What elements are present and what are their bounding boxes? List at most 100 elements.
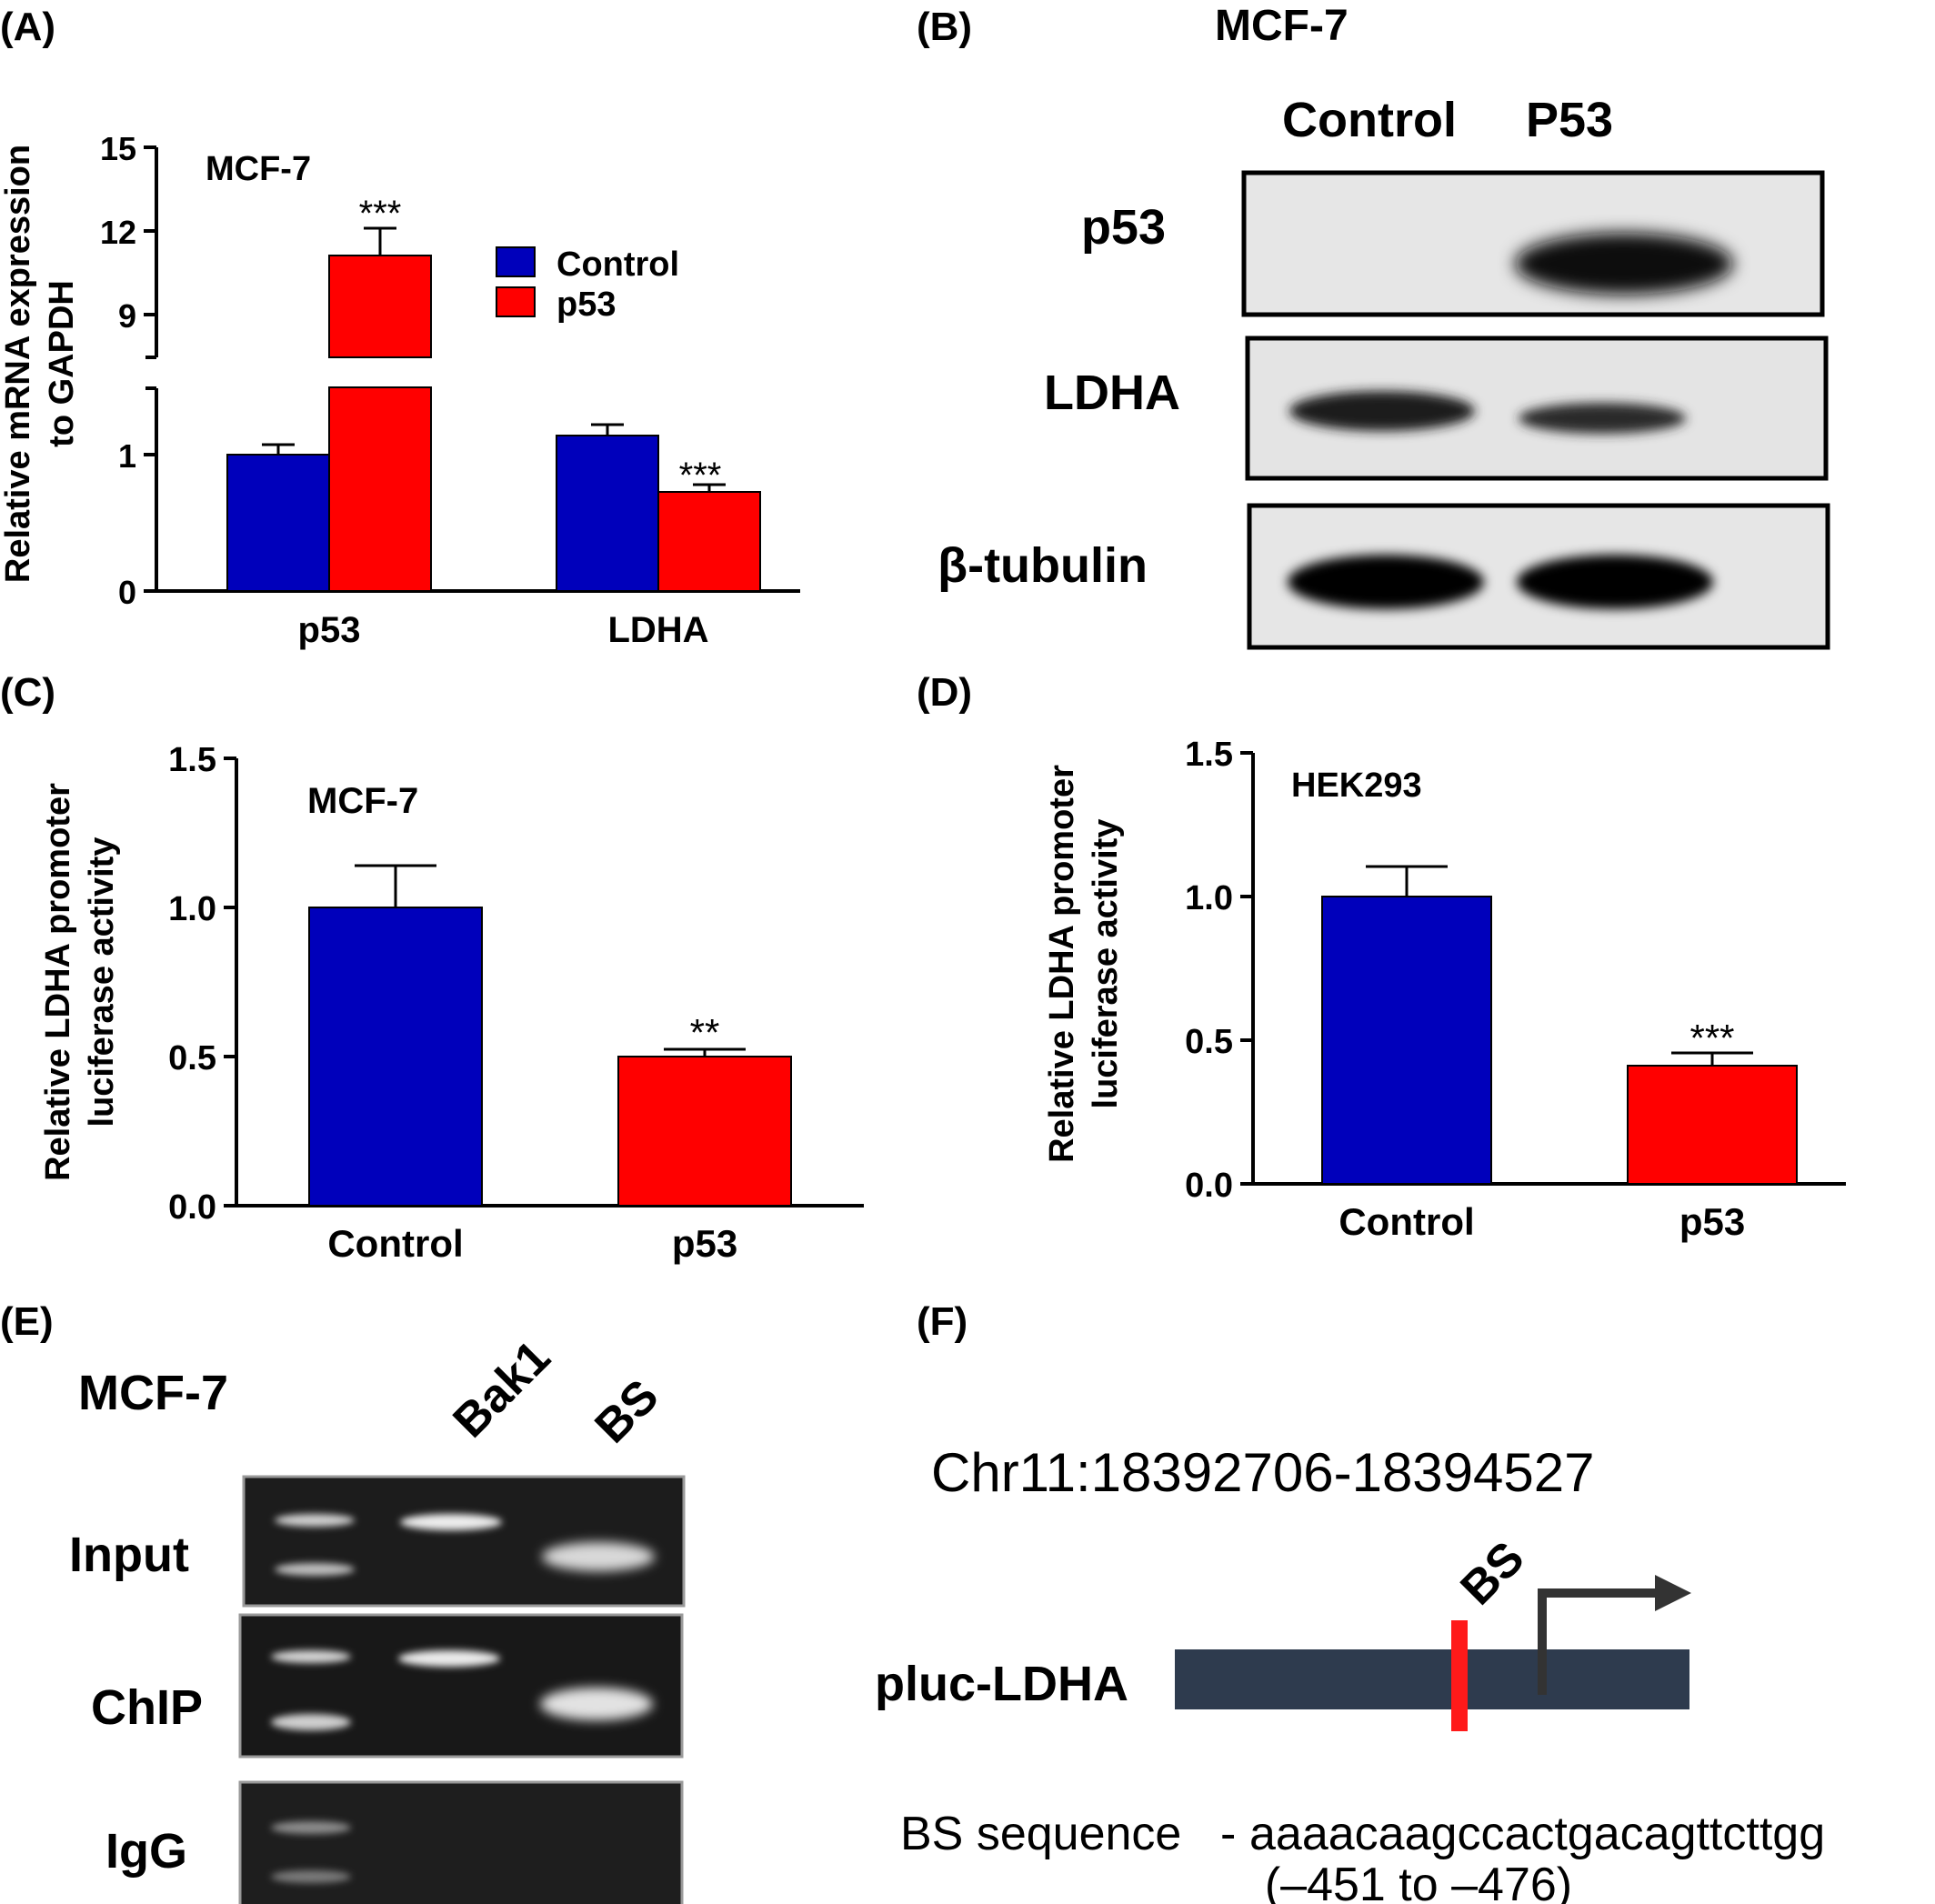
panel-d-tick-label: 0.0 — [1185, 1167, 1233, 1205]
panel-d-ylabel-line1: Relative LDHA promoter — [1043, 765, 1081, 1163]
panel-d-category: Control — [1338, 1200, 1474, 1243]
panel-d-bar-control — [1321, 896, 1492, 1185]
panel-b-row-label: β-tubulin — [937, 538, 1148, 593]
panel-c-tick-label: 0.0 — [168, 1188, 216, 1227]
panel-c-tick-label: 1.0 — [168, 890, 216, 928]
panel-a-category: p53 — [298, 610, 361, 650]
panel-a-bar-p53-ldha — [657, 491, 761, 592]
panel-d-significance: *** — [1689, 1017, 1734, 1059]
panel-e-row-label: Input — [69, 1528, 189, 1582]
panel-f-coordinates: Chr11:18392706-18394527 — [931, 1442, 1595, 1503]
panel-f-label: (F) — [917, 1299, 968, 1344]
panel-e-row-label: IgG — [105, 1824, 187, 1879]
panel-a-significance: *** — [359, 194, 402, 234]
panel-e-lane-bs: BS — [585, 1369, 668, 1453]
panel-d-bar-p53 — [1627, 1065, 1798, 1185]
panel-a-bar-control-p53 — [226, 454, 330, 592]
panel-a-legend-control: Control — [556, 246, 679, 284]
panel-a-tick-label: 0 — [118, 574, 136, 611]
panel-e-gel-chip — [238, 1613, 684, 1759]
panel-e-band — [540, 1688, 653, 1720]
panel-d-ylabel-line2: luciferase activity — [1087, 819, 1125, 1109]
panel-f-site-label: BS — [1450, 1531, 1534, 1615]
panel-a-cell-line: MCF-7 — [206, 150, 311, 188]
panel-e-label: (E) — [0, 1299, 54, 1344]
panel-e-band — [400, 1514, 502, 1530]
panel-d-category: p53 — [1679, 1200, 1745, 1243]
panel-e-band — [398, 1650, 500, 1667]
panel-b: (B) MCF-7 Control P53 p53 LDHA β-tubulin — [917, 2, 1830, 650]
panel-a-legend-p53: p53 — [556, 286, 616, 324]
panel-c-category: Control — [327, 1222, 463, 1265]
panel-e-gel-input — [242, 1475, 686, 1608]
panel-c-tick-label: 1.5 — [168, 741, 216, 779]
panel-c-tick-label: 0.5 — [168, 1039, 216, 1077]
panel-a-significance: *** — [679, 456, 722, 496]
panel-b-blot-p53 — [1241, 170, 1825, 317]
panel-e-band — [271, 1714, 351, 1730]
panel-a-bar-control-ldha — [556, 435, 659, 592]
panel-e-row-label: ChIP — [91, 1680, 203, 1735]
panel-a-bar-p53-p53-lower — [328, 386, 432, 592]
panel-a-label: (A) — [0, 5, 55, 49]
panel-b-lane-control: Control — [1282, 93, 1457, 147]
panel-a-tick-label: 1 — [118, 437, 136, 475]
panel-e-gel-igg — [238, 1780, 684, 1904]
panel-c-bar-p53 — [617, 1056, 792, 1207]
panel-d-tick-label: 1.0 — [1185, 879, 1233, 917]
panel-f-tss-arrow-icon — [1538, 1588, 1664, 1695]
panel-b-lane-p53: P53 — [1526, 93, 1613, 147]
panel-c-cell-line: MCF-7 — [307, 781, 418, 821]
panel-a-ylabel-line2: to GAPDH — [43, 280, 81, 447]
panel-e-band — [542, 1542, 655, 1571]
panel-a-tick-label: 15 — [100, 130, 136, 167]
panel-a-legend-swatch-control — [496, 246, 536, 277]
panel-b-band — [1288, 555, 1484, 609]
panel-a-tick-label: 9 — [118, 297, 136, 335]
panel-b-band — [1519, 403, 1686, 434]
panel-b-band — [1515, 233, 1733, 295]
panel-d-tick-label: 1.5 — [1185, 736, 1233, 774]
panel-b-row-label: p53 — [1081, 200, 1166, 255]
panel-f-position: (–451 to –476) — [1265, 1859, 1572, 1904]
panel-c-ylabel-line2: luciferase activity — [83, 837, 121, 1127]
panel-a-tick-label: 12 — [100, 214, 136, 251]
panel-e-band — [275, 1563, 355, 1576]
panel-f-promoter-bar — [1175, 1649, 1689, 1709]
panel-e-band — [271, 1821, 351, 1834]
panel-e-band — [275, 1514, 355, 1527]
panel-c: (C) Relative LDHA promoter luciferase ac… — [0, 670, 864, 1265]
panel-c-bar-control — [308, 907, 483, 1207]
panel-f-binding-site-marker — [1451, 1620, 1468, 1731]
panel-d: (D) Relative LDHA promoter luciferase ac… — [917, 670, 1846, 1243]
panel-e-band — [271, 1870, 351, 1883]
panel-a-legend-swatch-p53 — [496, 286, 536, 317]
panel-c-significance: ** — [690, 1011, 720, 1054]
panel-f: (F) Chr11:18392706-18394527 pluc-LDHA BS… — [875, 1299, 1825, 1904]
panel-f-sequence: aaaacaagccactgacagttcttgg — [1249, 1808, 1825, 1860]
panel-c-ylabel-line1: Relative LDHA promoter — [39, 783, 77, 1181]
panel-b-row-label: LDHA — [1044, 366, 1180, 420]
panel-f-sequence-label: BS sequence — [900, 1808, 1181, 1860]
panel-e: (E) MCF-7 Bak1 BS Input ChIP IgG — [0, 1299, 686, 1904]
panel-a-ylabel-line1: Relative mRNA expression — [0, 145, 37, 583]
panel-d-tick-label: 0.5 — [1185, 1023, 1233, 1061]
panel-f-sequence-dash: - — [1220, 1808, 1236, 1860]
panel-a-category: LDHA — [607, 610, 708, 650]
panel-d-cell-line: HEK293 — [1291, 767, 1422, 805]
panel-a-bar-p53-p53-upper — [328, 255, 432, 358]
panel-e-lane-bak1: Bak1 — [443, 1331, 560, 1448]
panel-f-construct-label: pluc-LDHA — [875, 1657, 1128, 1711]
panel-e-cell-line: MCF-7 — [78, 1366, 228, 1420]
panel-b-label: (B) — [917, 5, 972, 49]
panel-b-cell-line: MCF-7 — [1215, 2, 1348, 50]
panel-f-tss-arrowhead-icon — [1655, 1575, 1691, 1611]
panel-c-label: (C) — [0, 670, 55, 715]
panel-c-category: p53 — [672, 1222, 737, 1265]
panel-b-band — [1289, 391, 1475, 431]
panel-a: (A) MCF-7 Relative mRNA expression to GA… — [0, 5, 800, 650]
panel-e-band — [271, 1650, 351, 1663]
panel-b-band — [1517, 555, 1713, 609]
panel-d-label: (D) — [917, 670, 972, 715]
